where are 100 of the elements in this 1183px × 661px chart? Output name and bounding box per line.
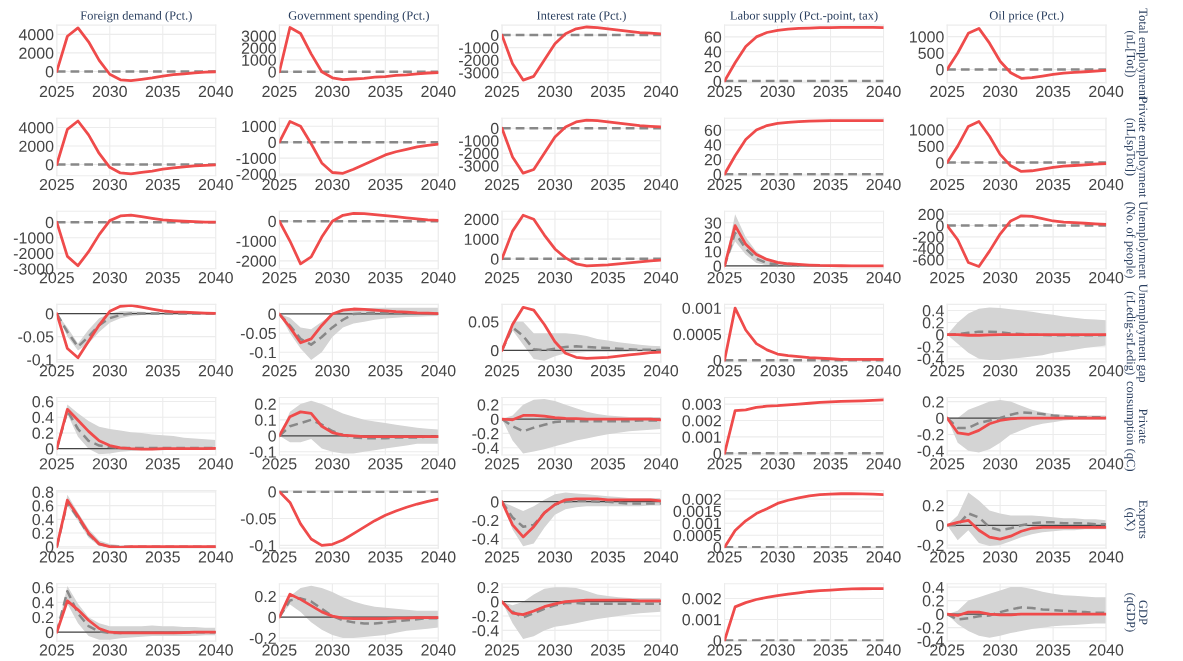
x-tick-label: 2030 [315, 178, 350, 191]
y-tick-label: 0.1 [255, 414, 276, 426]
y-axis-title: Exports (qX) [1124, 500, 1148, 539]
x-tick-label: 2040 [421, 271, 456, 284]
x-tick-label: 2030 [92, 458, 127, 470]
y-tick-label: 0 [268, 136, 276, 149]
x-tick-label: 2025 [930, 458, 965, 470]
y-tick-label: 0 [490, 345, 499, 357]
y-tick-label: 0 [45, 308, 54, 320]
y-tick-label: 0.003 [682, 398, 722, 411]
x-tick-label: 2035 [590, 551, 626, 563]
x-tick-label: 2035 [813, 458, 848, 470]
x-tick-label: 2030 [537, 365, 573, 377]
y-tick-label: 0 [45, 443, 54, 455]
x-tick-label: 2035 [590, 644, 626, 656]
x-tick-label: 2030 [983, 271, 1018, 284]
y-tick-label: 3000 [241, 30, 276, 42]
x-tick-label: 2040 [1089, 365, 1124, 377]
y-tick-label: 10 [705, 246, 722, 258]
y-tick-label: -2000 [236, 168, 276, 181]
y-tick-label: 0 [268, 430, 276, 442]
y-tick-label: -0.2 [249, 632, 276, 644]
y-tick-label: 0 [936, 329, 944, 341]
y-tick-label: 0.002 [682, 415, 721, 427]
x-tick-label: 2040 [866, 458, 901, 470]
y-tick-label: -2000 [459, 147, 499, 160]
x-tick-label: 2025 [262, 85, 297, 98]
x-tick-label: 2040 [643, 551, 679, 563]
x-tick-label: 2035 [145, 644, 180, 656]
x-tick-label: 2040 [1089, 271, 1124, 284]
x-tick-label: 2030 [315, 644, 350, 656]
x-tick-label: 2030 [537, 271, 573, 284]
y-tick-label: 0.002 [682, 593, 721, 605]
x-tick-label: 2030 [537, 178, 573, 191]
x-tick-label: 2030 [537, 458, 573, 470]
x-tick-label: 2025 [484, 178, 520, 191]
x-tick-label: 2030 [760, 271, 795, 284]
y-tick-label: 1000 [910, 124, 944, 136]
y-tick-label: -1000 [236, 235, 276, 247]
x-tick-label: 2040 [866, 271, 901, 284]
y-tick-label: 0.2 [922, 595, 944, 607]
y-tick-label: 40 [704, 46, 722, 58]
y-tick-label: -0.2 [917, 429, 944, 441]
y-tick-label: 0.4 [922, 581, 944, 594]
x-tick-label: 2035 [368, 85, 403, 98]
y-tick-label: -0.4 [472, 533, 499, 545]
x-tick-label: 2025 [262, 458, 297, 470]
x-tick-label: 2035 [1036, 85, 1071, 98]
y-tick-label: 0.002 [682, 493, 721, 505]
x-tick-label: 2025 [707, 365, 742, 377]
x-tick-label: 2030 [760, 458, 795, 470]
x-tick-label: 2030 [760, 178, 795, 191]
y-tick-label: 20 [704, 61, 722, 73]
x-tick-label: 2040 [643, 365, 679, 377]
x-tick-label: 2030 [760, 85, 795, 98]
x-tick-label: 2040 [1089, 178, 1124, 191]
x-tick-label: 2025 [262, 644, 297, 656]
y-tick-label: -0.1 [249, 446, 276, 458]
y-tick-label: -0.1 [27, 354, 54, 366]
y-tick-label: -0.2 [917, 539, 944, 552]
y-tick-label: 0 [45, 159, 54, 171]
y-tick-label: 0 [268, 611, 276, 624]
y-tick-label: 30 [704, 217, 722, 229]
y-tick-label: 0.6 [32, 396, 54, 408]
y-tick-label: -0.05 [18, 331, 54, 343]
y-tick-label: -1000 [459, 135, 499, 147]
y-tick-label: 0 [490, 253, 499, 265]
y-tick-label: 0 [268, 486, 276, 498]
x-tick-label: 2040 [643, 458, 679, 470]
x-tick-label: 2025 [707, 458, 742, 470]
y-tick-label: 0 [936, 220, 944, 232]
y-tick-label: 0 [713, 354, 722, 367]
x-tick-label: 2040 [866, 365, 901, 377]
x-tick-label: 2030 [760, 551, 795, 563]
x-tick-label: 2025 [39, 178, 74, 191]
x-tick-label: 2040 [1089, 644, 1124, 656]
y-tick-label: 1000 [242, 120, 276, 133]
y-tick-label: 0 [45, 541, 54, 553]
x-tick-label: 2025 [484, 458, 520, 470]
y-tick-label: -0.2 [917, 341, 944, 353]
x-tick-label: 2035 [368, 458, 403, 470]
y-tick-label: 0.0015 [673, 505, 722, 518]
x-tick-label: 2025 [484, 85, 520, 98]
y-tick-label: 4000 [18, 122, 54, 134]
x-tick-label: 2040 [866, 85, 901, 98]
x-tick-label: 2040 [198, 551, 233, 563]
x-tick-label: 2040 [643, 644, 679, 656]
x-tick-label: 2040 [421, 178, 456, 191]
x-tick-label: 2025 [262, 178, 297, 191]
x-tick-label: 2040 [643, 85, 679, 98]
y-tick-label: 0.0005 [673, 328, 722, 341]
x-tick-label: 2035 [813, 365, 848, 377]
x-tick-label: 2040 [198, 85, 233, 98]
x-tick-label: 2025 [930, 271, 965, 284]
y-axis-title: GDP (qGDP) [1124, 593, 1148, 632]
y-tick-label: 0 [268, 215, 276, 228]
x-tick-label: 2030 [315, 271, 350, 284]
x-tick-label: 2030 [983, 551, 1018, 563]
x-tick-label: 2025 [262, 365, 297, 377]
x-tick-label: 2040 [198, 365, 233, 377]
